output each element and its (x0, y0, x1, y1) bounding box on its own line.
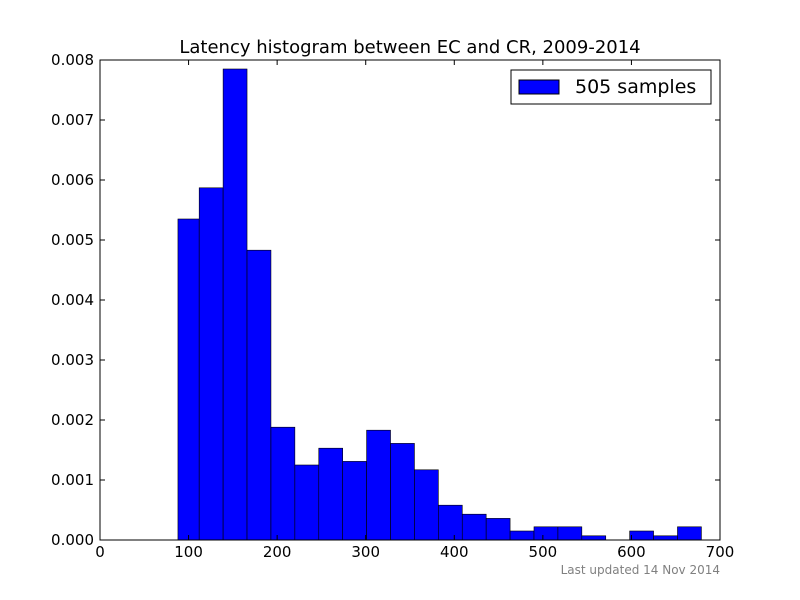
x-tick-label: 300 (351, 543, 380, 561)
histogram-bar (438, 504, 463, 541)
y-tick-label: 0.008 (51, 51, 94, 69)
histogram-bar (177, 218, 200, 541)
x-tick-label: 400 (440, 543, 469, 561)
legend-swatch (518, 79, 560, 95)
y-tick-label: 0.002 (51, 411, 94, 429)
legend: 505 samples (510, 69, 712, 105)
legend-label: 505 samples (575, 76, 696, 98)
y-tick-label: 0.006 (51, 171, 94, 189)
y-tick-label: 0.005 (51, 231, 94, 249)
x-tick-label: 0 (95, 543, 105, 561)
y-tick-label: 0.007 (51, 111, 94, 129)
histogram-bar (557, 526, 583, 541)
histogram-bar (198, 187, 224, 541)
y-tick-label: 0.003 (51, 351, 94, 369)
histogram-bar (485, 518, 511, 541)
x-tick-label: 700 (706, 543, 735, 561)
axis-ticks (99, 59, 721, 541)
y-tick-label: 0.004 (51, 291, 94, 309)
histogram-bar (270, 426, 296, 541)
histogram-bar (318, 447, 343, 541)
y-tick-label: 0.001 (51, 471, 94, 489)
histogram-bar (294, 464, 320, 541)
histogram-bar (414, 469, 439, 541)
histogram-bar (533, 526, 559, 541)
y-tick-labels: 0.000 0.001 0.002 0.003 0.004 0.005 0.006 0.007… (51, 51, 94, 549)
x-tick-label: 500 (529, 543, 558, 561)
histogram-bar (653, 535, 678, 541)
x-tick-label: 600 (617, 543, 646, 561)
histogram-bar (581, 535, 607, 541)
histogram-bar (629, 530, 654, 541)
x-tick-label: 200 (263, 543, 292, 561)
histogram-bar (342, 461, 367, 541)
x-tick-labels: 0 100 200 300 400 500 600 700 (95, 543, 734, 561)
histogram-bar (509, 530, 535, 541)
y-tick-label: 0.000 (51, 531, 94, 549)
histogram-bar (677, 526, 702, 541)
x-tick-label: 100 (174, 543, 203, 561)
histogram-bar (461, 513, 487, 541)
histogram-bar (390, 443, 415, 541)
histogram-bar (366, 429, 391, 541)
histogram-bars (177, 68, 702, 541)
chart-title: Latency histogram between EC and CR, 200… (179, 37, 640, 58)
histogram-bar (222, 68, 248, 541)
last-updated-note: Last updated 14 Nov 2014 (561, 563, 720, 577)
histogram-bar (246, 249, 272, 541)
